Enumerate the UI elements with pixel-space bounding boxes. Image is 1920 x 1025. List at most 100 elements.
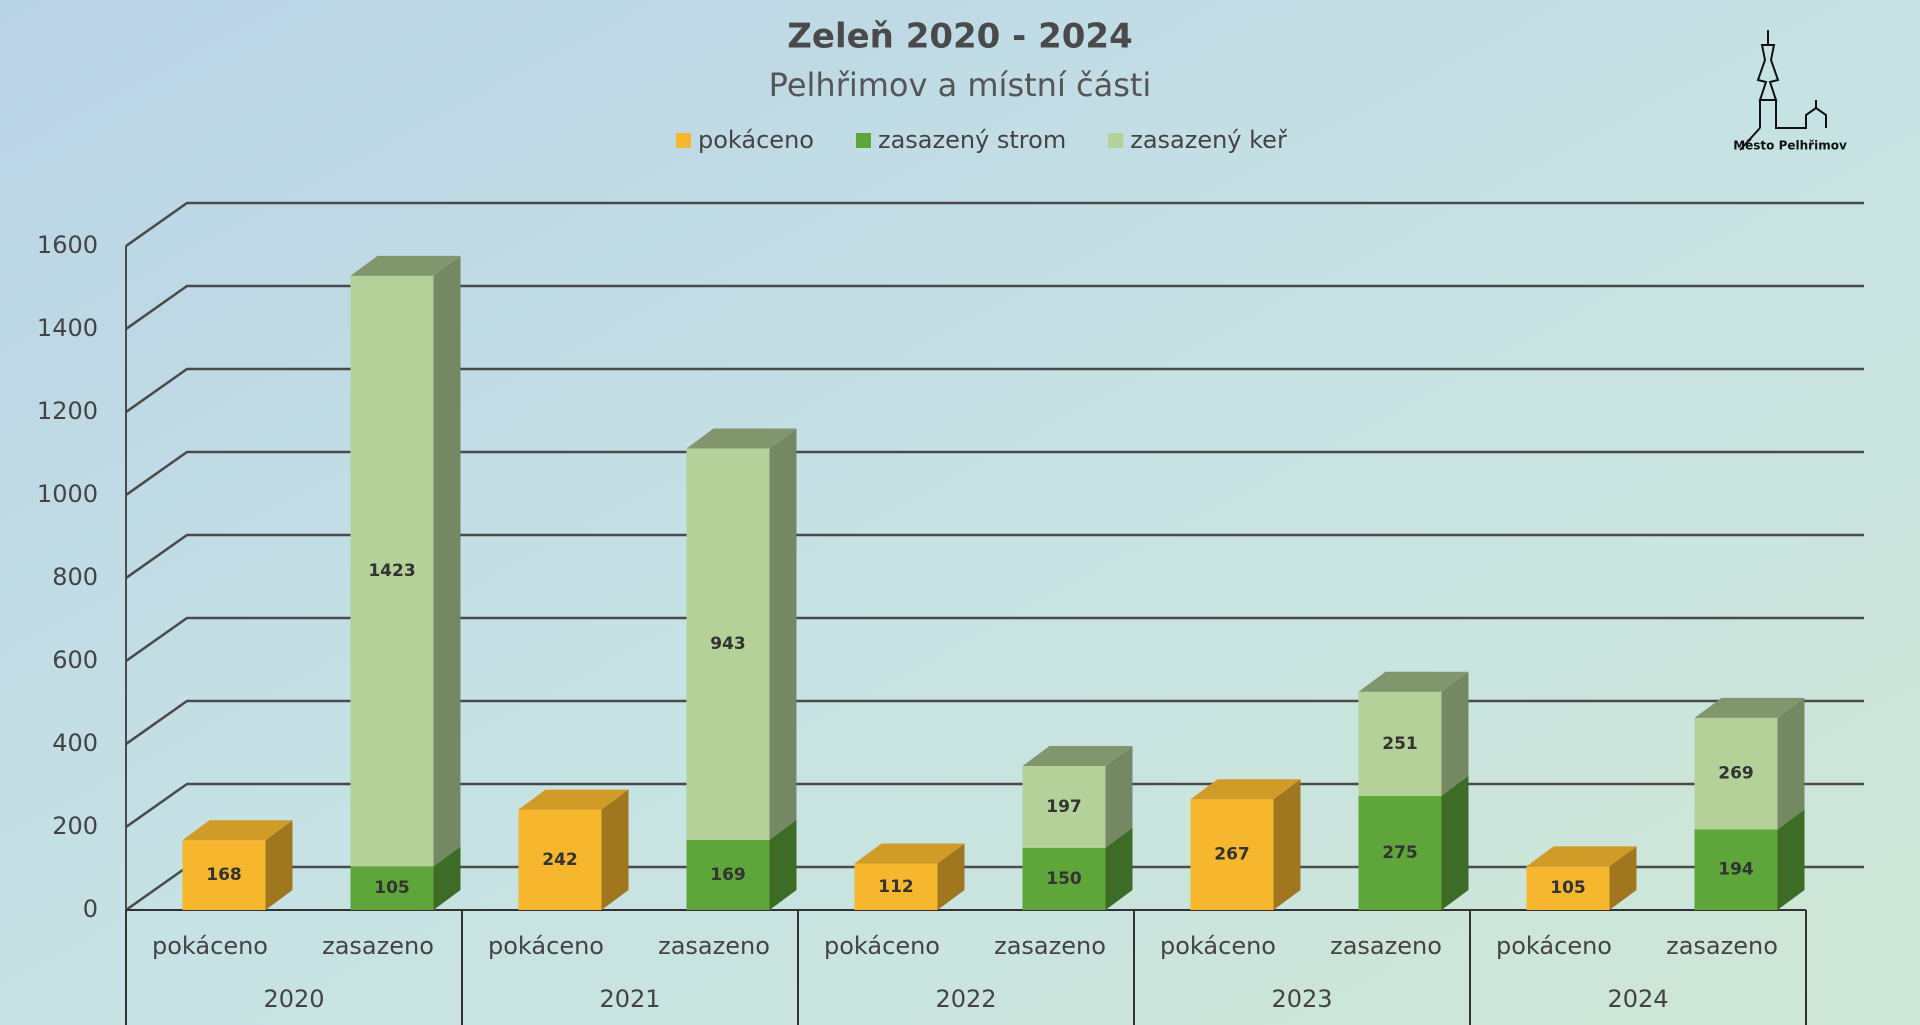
data-label: 251 <box>1382 734 1418 754</box>
y-tick-label: 0 <box>83 895 98 923</box>
x-tick-label: pokáceno <box>488 932 604 960</box>
y-tick-label: 800 <box>52 563 98 591</box>
bar-top <box>182 820 293 841</box>
bar-top <box>518 789 629 810</box>
data-label: 105 <box>374 878 410 898</box>
x-tick-label: zasazeno <box>322 932 434 960</box>
bar <box>686 448 770 840</box>
x-tick-label: zasazeno <box>994 932 1106 960</box>
bar-side <box>1441 671 1469 796</box>
data-label: 943 <box>710 634 746 654</box>
bar <box>1358 691 1442 796</box>
grid-line <box>125 616 1864 663</box>
bar-top <box>1694 697 1805 718</box>
bar-side <box>1105 827 1133 910</box>
bar-top <box>1526 846 1637 867</box>
x-tick-label: pokáceno <box>824 932 940 960</box>
data-label: 150 <box>1046 869 1082 889</box>
grid-line <box>125 699 1864 746</box>
logo <box>1739 30 1827 151</box>
x-group-label: 2021 <box>599 985 660 1013</box>
y-tick-label: 1400 <box>37 314 98 342</box>
x-tick-label: zasazeno <box>658 932 770 960</box>
data-label: 242 <box>542 850 578 870</box>
x-tick-label: pokáceno <box>152 932 268 960</box>
logo-text: Město Pelhřimov <box>1733 139 1847 153</box>
legend-label: zasazený strom <box>878 126 1066 154</box>
data-label: 197 <box>1046 797 1082 817</box>
bar <box>518 809 602 910</box>
bar <box>1694 829 1778 910</box>
bar-side <box>1777 697 1805 830</box>
data-label: 194 <box>1718 860 1754 880</box>
legend-label: pokáceno <box>698 126 814 154</box>
y-tick-label: 400 <box>52 729 98 757</box>
bar-top <box>1022 745 1133 766</box>
y-tick-label: 1200 <box>37 397 98 425</box>
data-label: 112 <box>878 877 914 897</box>
chart-subtitle: Pelhřimov a místní části <box>769 66 1152 104</box>
bar <box>350 866 434 910</box>
bar <box>686 839 770 910</box>
bar <box>1022 765 1106 848</box>
bar <box>1022 847 1106 910</box>
legend-swatch <box>855 133 871 148</box>
bar <box>1358 795 1442 910</box>
bar <box>350 275 434 867</box>
bar-side <box>1273 779 1301 910</box>
data-label: 105 <box>1550 878 1586 898</box>
bar-side <box>1609 846 1637 910</box>
bar-side <box>937 843 965 910</box>
grid-line <box>125 533 1864 580</box>
bar-side <box>769 428 797 840</box>
data-label: 1423 <box>368 561 415 581</box>
bar-top <box>350 255 461 276</box>
bar-side <box>433 846 461 910</box>
y-tick-label: 1000 <box>37 480 98 508</box>
x-tick-label: pokáceno <box>1160 932 1276 960</box>
data-label: 169 <box>710 865 746 885</box>
x-tick-label: zasazeno <box>1330 932 1442 960</box>
bar <box>182 840 266 910</box>
bar <box>1526 866 1610 910</box>
x-group-label: 2023 <box>1271 985 1332 1013</box>
data-label: 168 <box>206 865 242 885</box>
x-tick-label: pokáceno <box>1496 932 1612 960</box>
grid-line <box>125 450 1864 497</box>
bar-side <box>601 789 629 910</box>
bar-top <box>1358 671 1469 692</box>
y-tick-label: 200 <box>52 812 98 840</box>
legend-label: zasazený keř <box>1130 126 1288 154</box>
data-label: 269 <box>1718 764 1754 784</box>
grid-line <box>125 367 1864 414</box>
bar-side <box>1105 745 1133 848</box>
y-tick-label: 1600 <box>37 231 98 259</box>
bar-top <box>1190 779 1301 800</box>
bar-top <box>686 428 797 449</box>
bar-side <box>433 255 461 867</box>
x-tick-label: zasazeno <box>1666 932 1778 960</box>
chart-title: Zeleň 2020 - 2024 <box>787 17 1133 57</box>
bar-side <box>769 819 797 910</box>
bar-side <box>265 820 293 910</box>
bar <box>854 863 938 910</box>
bar-side <box>1441 775 1469 910</box>
data-label: 267 <box>1214 845 1250 865</box>
bar-top <box>854 843 965 864</box>
x-group-label: 2020 <box>263 985 324 1013</box>
legend-swatch <box>1108 133 1124 148</box>
logo-icon <box>1739 30 1827 151</box>
bar <box>1190 799 1274 910</box>
grid-line <box>125 284 1864 331</box>
bar-side <box>1777 809 1805 910</box>
x-group-label: 2024 <box>1607 985 1668 1013</box>
grid-line <box>125 782 1864 829</box>
y-tick-label: 600 <box>52 646 98 674</box>
data-label: 275 <box>1382 843 1418 863</box>
bar <box>1694 717 1778 830</box>
x-group-label: 2022 <box>935 985 996 1013</box>
grid-line <box>125 201 1864 248</box>
legend-swatch <box>676 133 691 148</box>
